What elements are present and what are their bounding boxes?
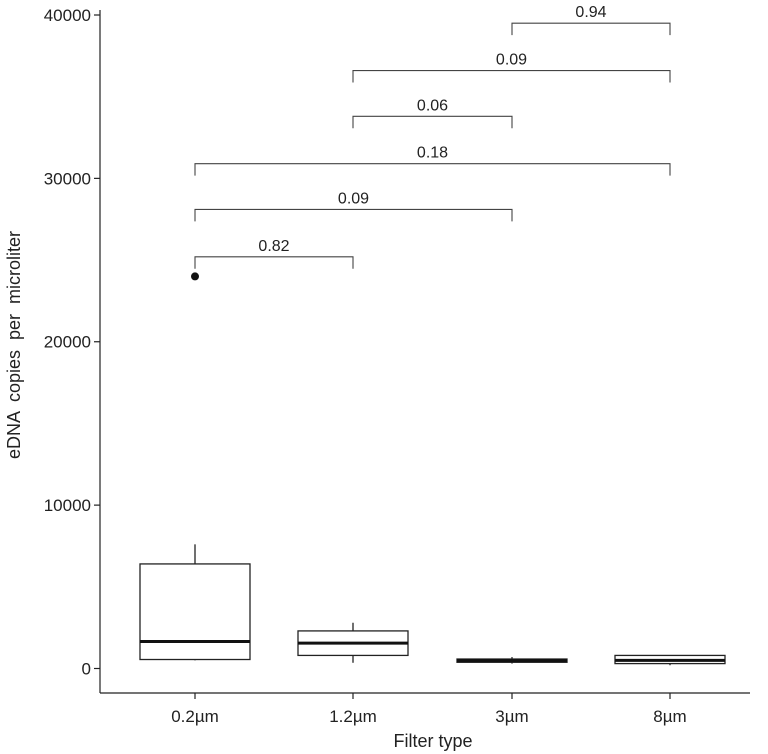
y-tick-label: 40000 — [44, 6, 91, 25]
y-tick-label: 30000 — [44, 169, 91, 188]
x-tick-label: 3µm — [495, 707, 528, 726]
x-tick-label: 1.2µm — [329, 707, 377, 726]
bracket-line — [194, 208, 513, 222]
bracket-line — [511, 22, 671, 36]
bracket-line — [194, 256, 354, 269]
bracket-line — [194, 163, 671, 176]
bracket-0.2µm-1.2µm: 0.82 — [194, 238, 354, 269]
box-8µm — [614, 654, 726, 666]
bracket-3µm-8µm: 0.94 — [511, 4, 671, 36]
box-body — [139, 563, 251, 661]
x-axis: 0.2µm 1.2µm 3µm 8µm — [100, 692, 750, 726]
p-value-label: 0.18 — [417, 145, 448, 162]
p-value-label: 0.09 — [496, 52, 527, 69]
box-0.2µm — [139, 272, 251, 661]
x-tick-label: 0.2µm — [171, 707, 219, 726]
x-axis-title: Filter type — [393, 731, 472, 751]
y-tick-label: 0 — [82, 659, 91, 678]
p-value-label: 0.94 — [575, 4, 606, 21]
p-value-label: 0.06 — [417, 97, 448, 114]
outlier-point — [191, 272, 199, 281]
boxes — [139, 272, 726, 666]
comparison-brackets: 0.82 0.09 0.18 0.06 0.09 0.94 — [194, 4, 671, 269]
y-tick-label: 10000 — [44, 496, 91, 515]
y-tick-label: 20000 — [44, 333, 91, 352]
bracket-0.2µm-3µm: 0.09 — [194, 190, 513, 222]
bracket-0.2µm-8µm: 0.18 — [194, 145, 671, 176]
x-tick-label: 8µm — [653, 707, 686, 726]
box-3µm — [456, 657, 568, 664]
p-value-label: 0.09 — [338, 190, 369, 207]
p-value-label: 0.82 — [258, 238, 289, 255]
y-axis: 0 10000 20000 30000 40000 — [44, 6, 101, 693]
box-1.2µm — [297, 622, 409, 663]
y-axis-title: eDNA copies per microliter — [4, 231, 24, 459]
bracket-1.2µm-3µm: 0.06 — [352, 97, 513, 129]
bracket-1.2µm-8µm: 0.09 — [352, 52, 671, 83]
bracket-line — [352, 115, 513, 129]
bracket-line — [352, 69, 671, 83]
